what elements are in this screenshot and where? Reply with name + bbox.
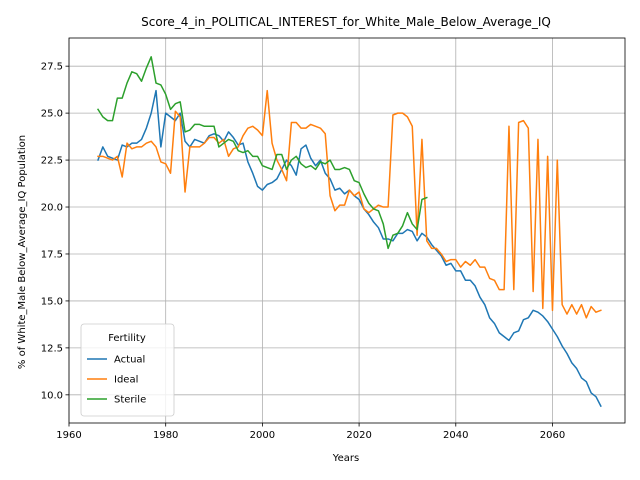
legend-label-ideal: Ideal <box>114 375 138 386</box>
legend-box <box>80 323 175 417</box>
y-axis-label: % of White_Male Below_Average_IQ Populat… <box>17 135 28 369</box>
x-tick-label: 2000 <box>250 430 275 441</box>
series-line-sterile <box>96 56 428 250</box>
x-tick-label: 1980 <box>153 430 178 441</box>
y-axis-ticks: 10.0 12.5 15.0 17.5 20.0 22.5 25.0 27.5 <box>41 62 69 401</box>
chart-title: Score_4_in_POLITICAL_INTEREST_for_White_… <box>141 15 551 29</box>
y-tick-label: 25.0 <box>41 109 63 120</box>
x-tick-label: 1960 <box>56 430 81 441</box>
plot-frame <box>68 37 626 424</box>
y-tick-label: 10.0 <box>41 390 63 401</box>
legend-label-actual: Actual <box>114 355 145 366</box>
x-axis-ticks: 1960 1980 2000 2020 2040 2060 <box>56 423 565 441</box>
y-tick-label: 20.0 <box>41 203 63 214</box>
legend: Fertility Actual Ideal Sterile <box>80 323 175 417</box>
legend-title: Fertility <box>108 333 146 344</box>
y-tick-label: 12.5 <box>41 343 63 354</box>
y-tick-label: 15.0 <box>41 296 63 307</box>
y-tick-label: 27.5 <box>41 62 63 73</box>
y-tick-label: 22.5 <box>41 156 63 167</box>
legend-entries: Actual Ideal Sterile <box>87 355 146 406</box>
legend-label-sterile: Sterile <box>114 395 146 406</box>
x-tick-label: 2020 <box>346 430 371 441</box>
x-tick-label: 2060 <box>540 430 565 441</box>
series-lines <box>96 56 602 408</box>
y-tick-label: 17.5 <box>41 249 63 260</box>
series-line-ideal <box>97 89 602 319</box>
x-axis-label: Years <box>332 453 359 464</box>
x-tick-label: 2040 <box>443 430 468 441</box>
